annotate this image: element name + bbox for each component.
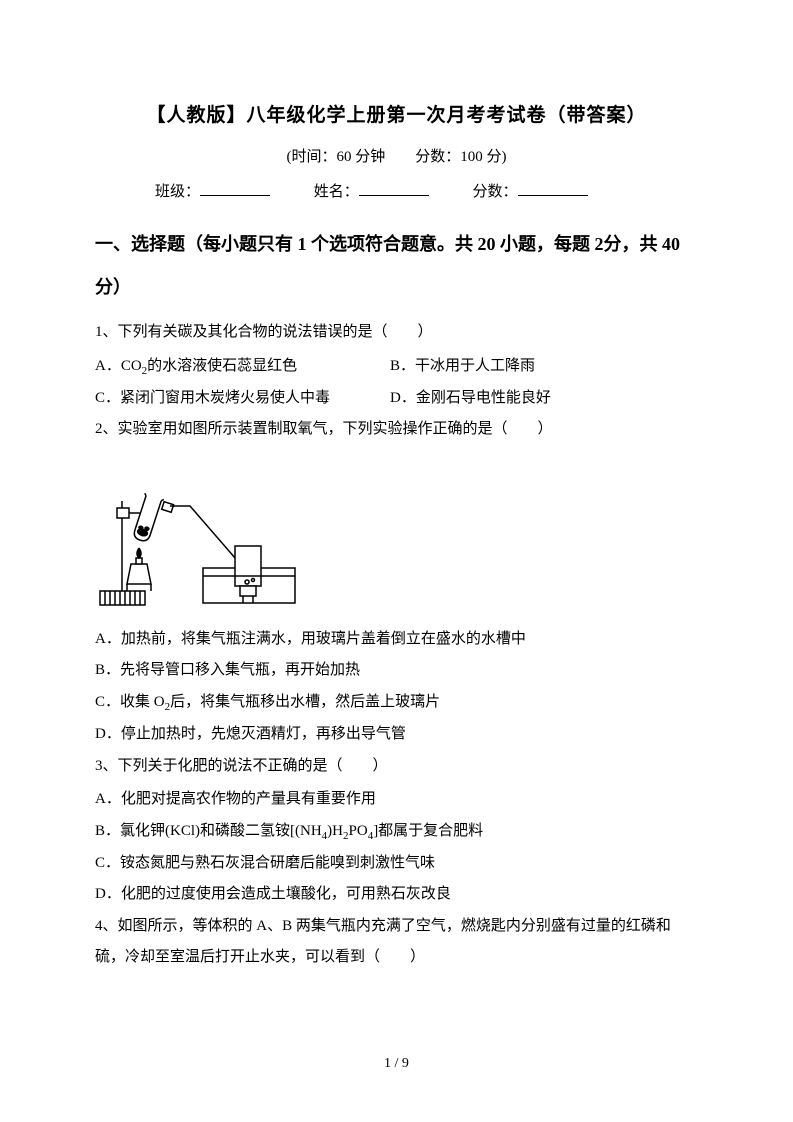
q2-stem: 2、实验室用如图所示装置制取氧气，下列实验操作正确的是（ ）: [95, 414, 698, 446]
page-title: 【人教版】八年级化学上册第一次月考考试卷（带答案）: [95, 100, 698, 127]
name-blank: [359, 195, 429, 196]
q2-figure: [95, 456, 698, 616]
q3-optC: C．铵态氮肥与熟石灰混合研磨后能嗅到刺激性气味: [95, 848, 698, 880]
q2-optC: C．收集 O2后，将集气瓶移出水槽，然后盖上玻璃片: [95, 687, 698, 719]
q2-optA: A．加热前，将集气瓶注满水，用玻璃片盖着倒立在盛水的水槽中: [95, 624, 698, 656]
q1-optD: D．金刚石导电性能良好: [390, 383, 551, 415]
q2-optB: B．先将导管口移入集气瓶，再开始加热: [95, 655, 698, 687]
q1-row1: A．CO2的水溶液使石蕊显红色 B．干冰用于人工降雨: [95, 351, 698, 383]
score-blank: [518, 195, 588, 196]
name-label: 姓名：: [314, 184, 359, 200]
q3-optA: A．化肥对提高农作物的产量具有重要作用: [95, 784, 698, 816]
info-line: 班级： 姓名： 分数：: [95, 180, 698, 201]
q1-optB: B．干冰用于人工降雨: [390, 351, 535, 383]
class-label: 班级：: [155, 184, 200, 200]
page-subtitle: (时间：60 分钟 分数：100 分): [95, 145, 698, 166]
section-1-header: 一、选择题（每小题只有 1 个选项符合题意。共 20 小题，每题 2分，共 40…: [95, 223, 698, 309]
q3-optB: B．氯化钾(KCl)和磷酸二氢铵[(NH4)H2PO4]都属于复合肥料: [95, 816, 698, 848]
q2-optD: D．停止加热时，先熄灭酒精灯，再移出导气管: [95, 719, 698, 751]
score-label: 分数：: [473, 184, 518, 200]
q3-stem: 3、下列关于化肥的说法不正确的是（ ）: [95, 751, 698, 783]
page-number: 1 / 9: [0, 1056, 793, 1072]
q1-row2: C．紧闭门窗用木炭烤火易使人中毒 D．金刚石导电性能良好: [95, 383, 698, 415]
q1-optC: C．紧闭门窗用木炭烤火易使人中毒: [95, 383, 390, 415]
q1-optA: A．CO2的水溶液使石蕊显红色: [95, 351, 390, 383]
q1-stem: 1、下列有关碳及其化合物的说法错误的是（ ）: [95, 317, 698, 349]
q4-stem: 4、如图所示，等体积的 A、B 两集气瓶内充满了空气，燃烧匙内分别盛有过量的红磷…: [95, 911, 698, 974]
class-blank: [200, 195, 270, 196]
q3-optD: D．化肥的过度使用会造成土壤酸化，可用熟石灰改良: [95, 879, 698, 911]
